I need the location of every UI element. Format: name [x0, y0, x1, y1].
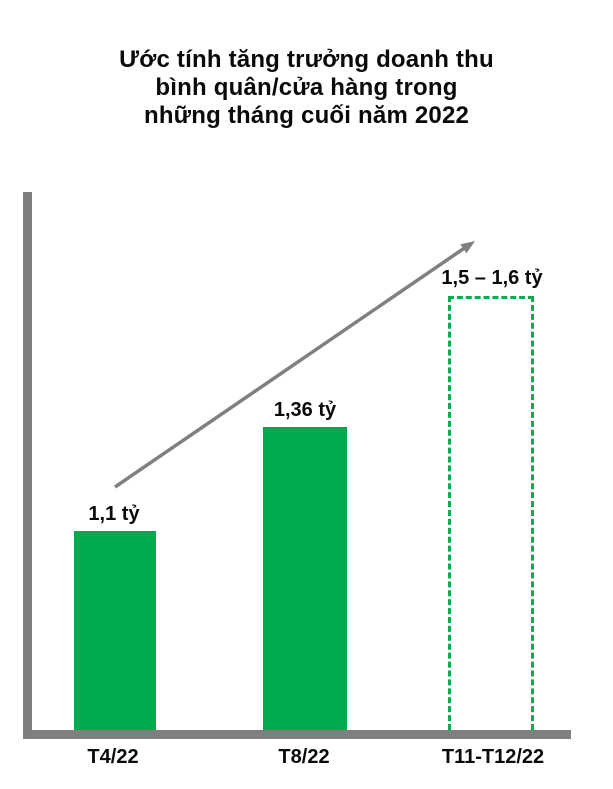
bar-t4-22 — [74, 531, 156, 730]
bar-value-label-t4-22: 1,1 tỷ — [88, 503, 140, 525]
growth-trend-arrow-icon — [114, 241, 475, 489]
x-axis-category-label-t8-22: T8/22 — [278, 746, 330, 768]
chart-title-line-1: Ước tính tăng trưởng doanh thu — [119, 46, 494, 73]
chart-title: Ước tính tăng trưởng doanh thu bình quân… — [0, 46, 613, 130]
x-axis — [23, 730, 571, 739]
x-axis-category-label-t11-t12-22: T11-T12/22 — [441, 746, 545, 768]
bar-value-label-t8-22: 1,36 tỷ — [273, 399, 337, 421]
chart-title-line-3: những tháng cuối năm 2022 — [143, 102, 470, 129]
y-axis — [23, 192, 32, 739]
bar-t8-22 — [263, 427, 347, 730]
bar-t11-t12-22-forecast-dashed — [448, 296, 534, 730]
bar-value-label-t11-t12-22: 1,5 – 1,6 tỷ — [441, 267, 543, 289]
x-axis-category-label-t4-22: T4/22 — [87, 746, 139, 768]
chart-title-line-2: bình quân/cửa hàng trong — [155, 74, 458, 101]
